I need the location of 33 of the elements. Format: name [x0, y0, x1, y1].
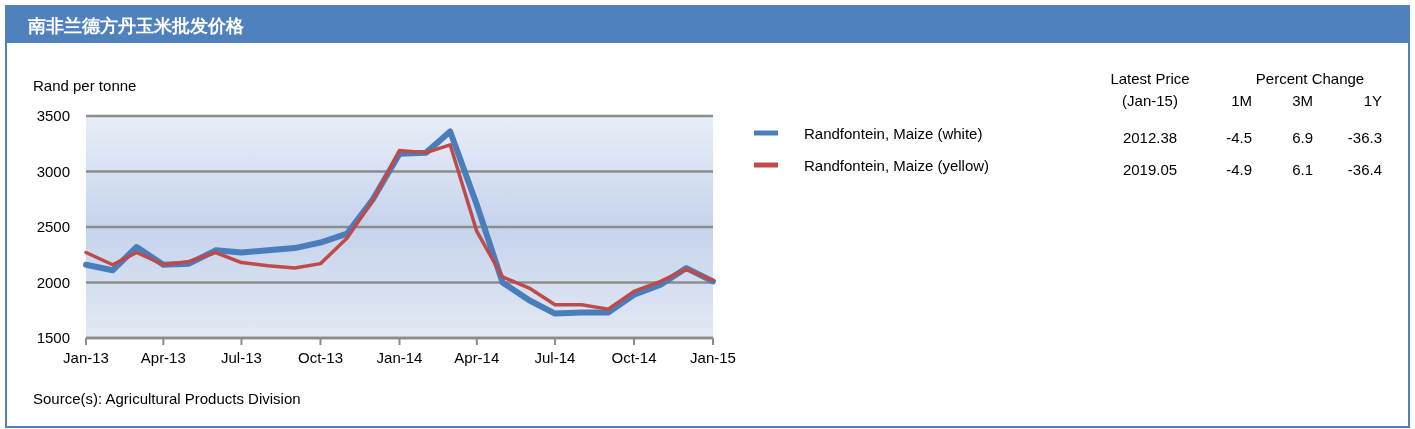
- x-tick-label: Apr-14: [454, 349, 500, 366]
- text: 6.1: [1292, 161, 1313, 178]
- x-tick-label: Jan-13: [63, 349, 109, 366]
- x-tick-label: Jan-14: [376, 349, 423, 366]
- chart-title: 南非兰德方丹玉米批发价格: [27, 16, 245, 36]
- text: 6.9: [1292, 129, 1313, 146]
- x-tick-label: Oct-14: [611, 349, 657, 366]
- x-tick-label: Oct-13: [297, 349, 343, 366]
- text: -4.9: [1226, 161, 1252, 178]
- text: Latest Price: [1110, 70, 1190, 87]
- text: -36.3: [1347, 129, 1382, 146]
- y-tick-label: 1500: [36, 329, 70, 346]
- text: 2012.38: [1122, 129, 1178, 146]
- text: -4.5: [1226, 129, 1252, 146]
- y-tick-label: 2000: [36, 273, 70, 291]
- legend-label: Randfontein, Maize (yellow): [804, 157, 990, 174]
- y-tick-label: 3000: [36, 162, 70, 180]
- x-tick-label: Jan-15: [690, 349, 736, 366]
- text: (Jan-15): [1122, 92, 1178, 109]
- y-axis-title: Rand per tonne: [33, 77, 137, 94]
- text: 3M: [1292, 92, 1313, 109]
- x-tick-label: Jul-14: [534, 349, 576, 366]
- text: -36.4: [1347, 161, 1382, 178]
- y-tick-label: 3500: [36, 107, 70, 124]
- text: 2019.05: [1122, 161, 1178, 178]
- x-tick-label: Jul-13: [221, 349, 262, 366]
- text: 1M: [1231, 92, 1252, 109]
- y-tick-label: 2500: [36, 218, 70, 235]
- source-note: Source(s): Agricultural Products Division: [33, 390, 301, 407]
- text: 1Y: [1363, 92, 1382, 109]
- x-tick-label: Apr-13: [140, 349, 186, 366]
- text: Percent Change: [1255, 70, 1365, 87]
- legend-label: Randfontein, Maize (white): [804, 125, 983, 142]
